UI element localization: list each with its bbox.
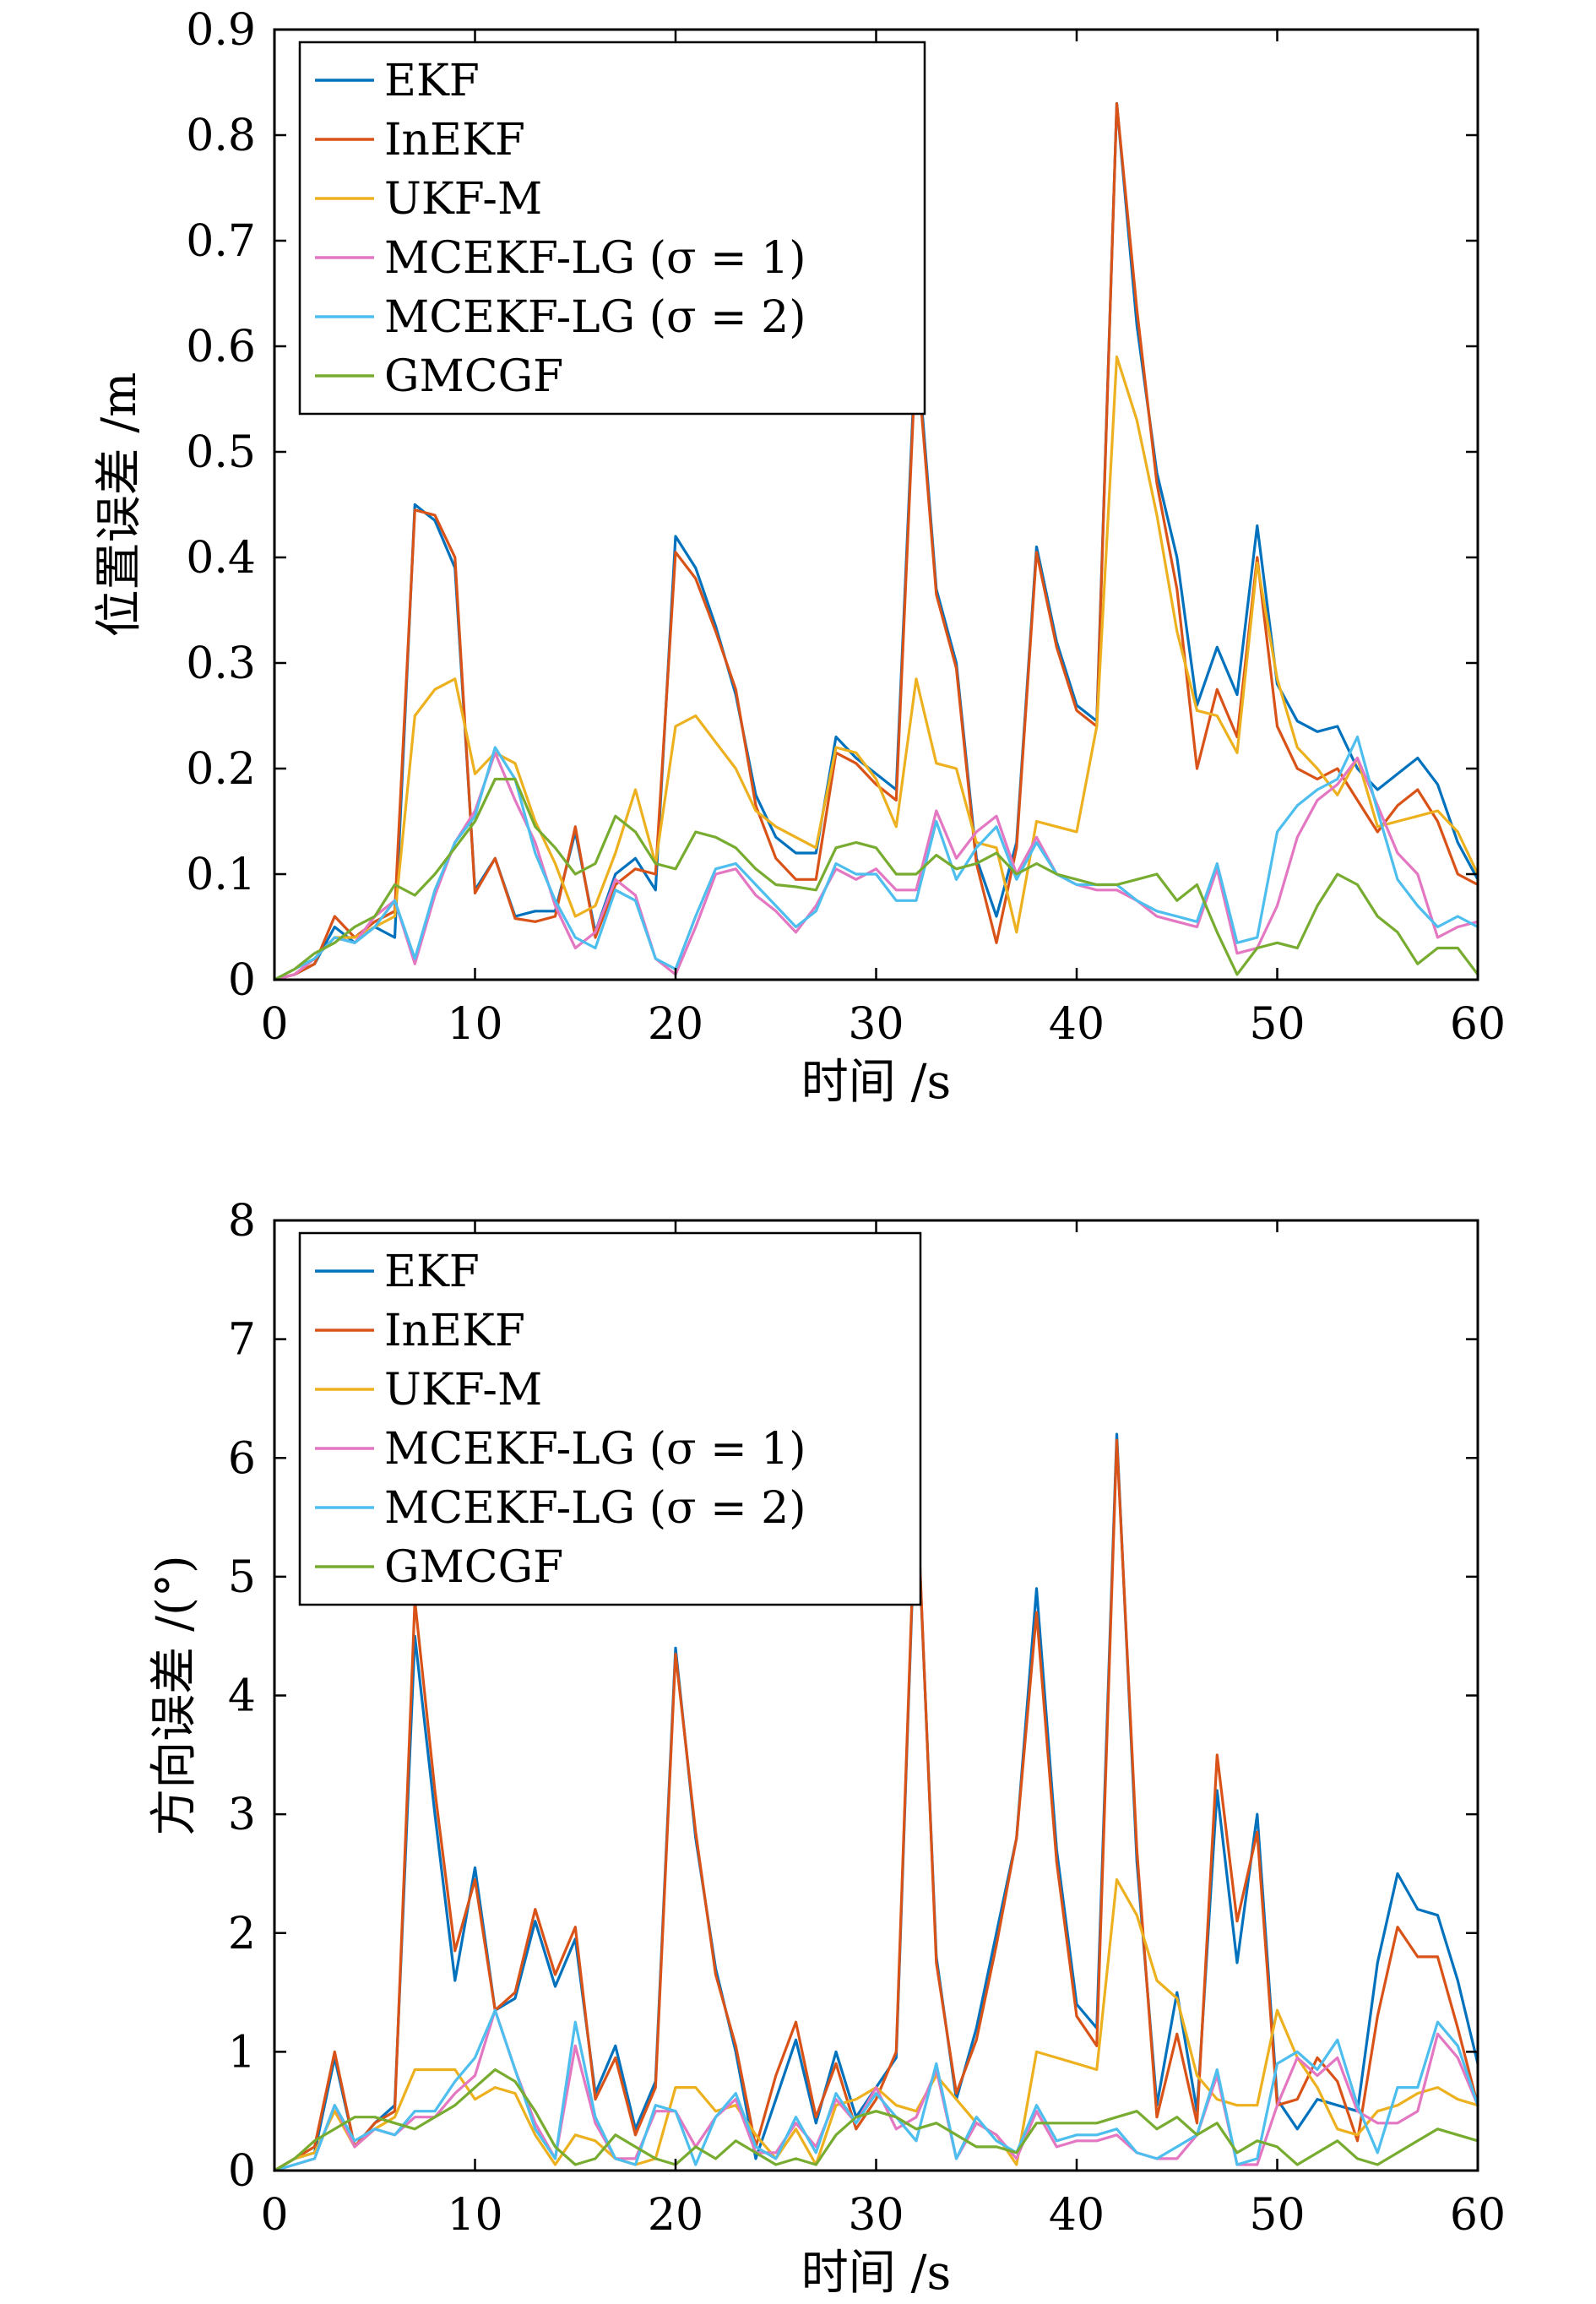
chart2-xtick-label: 10 xyxy=(447,2190,502,2241)
chart1-legend-label-1: EKF xyxy=(384,56,480,106)
chart2-legend-box xyxy=(298,1231,922,1606)
chart1-legend-label-4: MCEKF-LG (σ = 1) xyxy=(384,233,806,284)
chart1-xtick-label: 40 xyxy=(1049,999,1105,1050)
chart2-xtick-label: 60 xyxy=(1450,2190,1506,2241)
chart2-ytick-label: 0 xyxy=(228,2146,256,2197)
chart2-xtick-label: 40 xyxy=(1049,2190,1105,2241)
chart1-ytick-label: 0.9 xyxy=(186,5,256,56)
chart1-legend-label-6: GMCGF xyxy=(384,351,563,402)
chart2-ytick-label: 2 xyxy=(228,1909,256,1959)
chart2-ytick-label: 3 xyxy=(228,1790,256,1840)
chart1-legend-label-2: InEKF xyxy=(384,115,525,166)
chart2-y-axis-label: 方向误差 /(°) xyxy=(147,1555,202,1835)
chart1-ytick-label: 0.3 xyxy=(186,638,256,689)
chart1-y-axis-label: 位置误差 /m xyxy=(92,372,147,638)
chart1-series-line-5 xyxy=(273,735,1479,981)
chart1-series-line-2 xyxy=(273,101,1479,981)
chart1-xtick-label: 50 xyxy=(1249,999,1305,1050)
chart2-series-line-4 xyxy=(273,2008,1479,2172)
chart2-xtick-label: 50 xyxy=(1249,2190,1305,2241)
chart1-xtick-label: 30 xyxy=(848,999,904,1050)
chart2-ytick-label: 7 xyxy=(228,1315,256,1366)
chart2-xtick-label: 30 xyxy=(848,2190,904,2241)
chart2-legend-label-2: InEKF xyxy=(384,1306,525,1356)
chart2-legend-label-3: UKF-M xyxy=(384,1365,542,1416)
chart2-ytick-label: 8 xyxy=(228,1196,256,1247)
chart1-legend-label-5: MCEKF-LG (σ = 2) xyxy=(384,292,806,343)
chart2-legend-label-6: GMCGF xyxy=(384,1542,563,1593)
chart1-ytick-label: 0.6 xyxy=(186,322,256,372)
chart1-ytick-label: 0 xyxy=(228,955,256,1006)
chart1-ytick-label: 0.8 xyxy=(186,111,256,161)
chart2-legend-label-4: MCEKF-LG (σ = 1) xyxy=(384,1424,806,1475)
chart2-xtick-label: 0 xyxy=(260,2190,288,2241)
chart1-legend-label-3: UKF-M xyxy=(384,174,542,225)
chart2-ytick-label: 6 xyxy=(228,1433,256,1484)
chart1-ytick-label: 0.5 xyxy=(186,427,256,478)
chart1-ytick-label: 0.1 xyxy=(186,850,256,900)
chart1-xtick-label: 10 xyxy=(447,999,502,1050)
chart1-legend-box xyxy=(298,41,926,416)
chart1-xtick-label: 20 xyxy=(648,999,703,1050)
chart1-x-axis-label: 时间 /s xyxy=(801,1055,951,1110)
chart1-xtick-label: 0 xyxy=(260,999,288,1050)
chart1-ytick-label: 0.4 xyxy=(186,533,256,584)
chart2-ytick-label: 1 xyxy=(228,2027,256,2078)
chart2-series-line-6 xyxy=(273,2068,1479,2172)
chart2-legend-label-1: EKF xyxy=(384,1247,480,1297)
chart2-legend-label-5: MCEKF-LG (σ = 2) xyxy=(384,1483,806,1534)
chart1-ytick-label: 0.2 xyxy=(186,744,256,795)
chart1-series-line-6 xyxy=(273,777,1479,981)
chart1-ytick-label: 0.7 xyxy=(186,216,256,267)
chart2-series-line-5 xyxy=(273,2008,1479,2172)
chart2-ytick-label: 4 xyxy=(228,1671,256,1722)
chart1-series-line-3 xyxy=(273,355,1479,981)
chart1-series-line-4 xyxy=(273,751,1479,981)
chart2-xtick-label: 20 xyxy=(648,2190,703,2241)
chart2-ytick-label: 5 xyxy=(228,1552,256,1603)
chart1-xtick-label: 60 xyxy=(1450,999,1506,1050)
chart2-x-axis-label: 时间 /s xyxy=(801,2246,951,2301)
